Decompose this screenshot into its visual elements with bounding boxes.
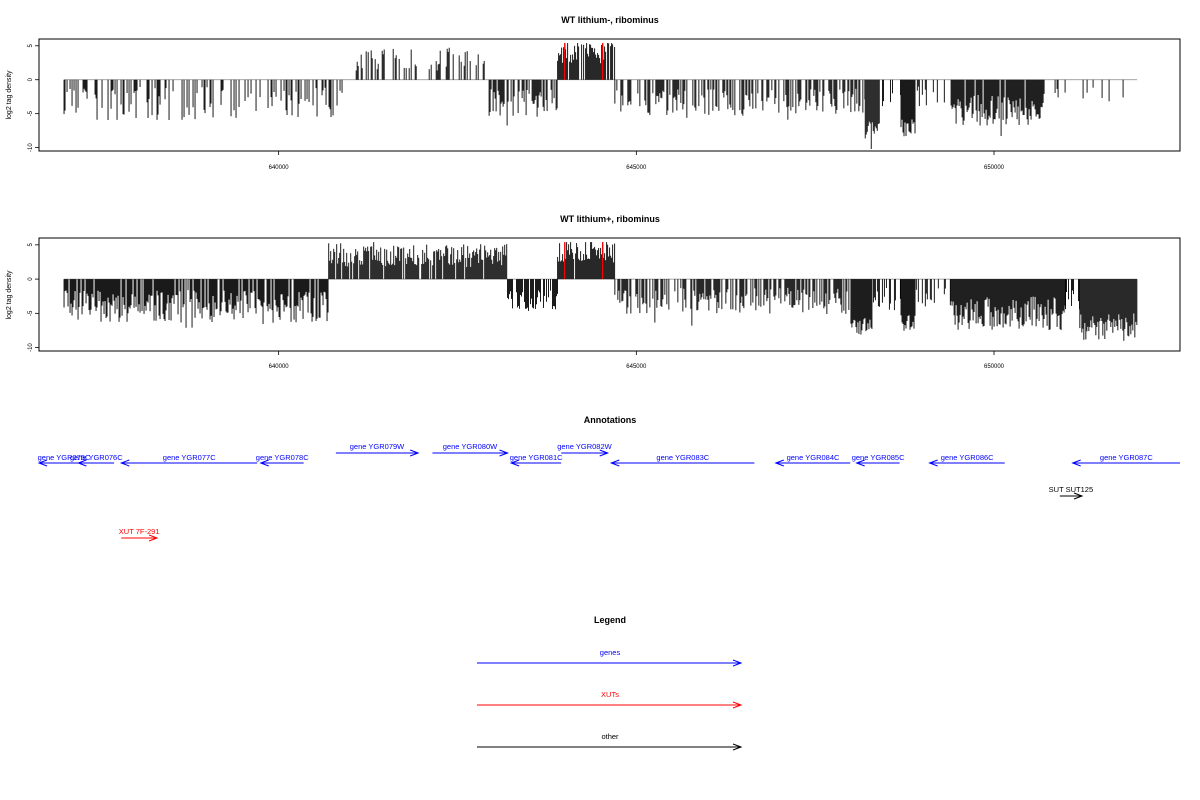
feature-arrowhead: [509, 459, 520, 467]
x-tick-label: 650000: [984, 364, 1005, 370]
y-tick-label: 5: [28, 243, 34, 247]
y-axis-label: log2 tag density: [6, 270, 13, 320]
feature-arrowhead: [1071, 459, 1081, 467]
feature-label: gene YGR081C: [510, 453, 563, 462]
feature-label: XUT 7F-291: [119, 527, 160, 536]
feature-label: gene YGR082W: [557, 442, 612, 451]
y-tick-label: -5: [28, 110, 34, 116]
legend-title: Legend: [594, 615, 626, 625]
feature-label: gene YGR077C: [163, 453, 216, 462]
feature-label: gene YGR076C: [70, 453, 123, 462]
feature-label: gene YGR086C: [941, 453, 994, 462]
feature-arrowhead: [148, 534, 159, 542]
plot-frame: [38, 38, 1181, 152]
legend-label-xuts: XUTs: [601, 690, 619, 699]
x-tick-label: 640000: [269, 364, 290, 370]
y-tick-label: 0: [28, 77, 34, 81]
annotations-title: Annotations: [584, 415, 637, 425]
feature-label: SUT SUT125: [1049, 485, 1093, 494]
legend-label-genes: genes: [600, 648, 621, 657]
feature-arrowhead: [76, 459, 87, 467]
panel-title: WT lithium-, ribominus: [561, 15, 659, 25]
feature-arrowhead: [855, 459, 865, 467]
y-tick-label: 0: [28, 277, 34, 281]
feature-label: gene YGR083C: [656, 453, 709, 462]
legend-arrowhead-other: [732, 743, 743, 751]
legend-label-other: other: [601, 732, 619, 741]
plot-frame: [38, 237, 1181, 352]
y-tick-label: -5: [28, 310, 34, 316]
track-panel-lithium-minus: WT lithium-, ribominus log2 tag density …: [6, 15, 1181, 171]
feature-label: gene YGR079W: [350, 442, 405, 451]
feature-arrowhead: [599, 449, 610, 457]
y-axis-label: log2 tag density: [6, 70, 13, 120]
legend-arrowhead-genes: [732, 659, 743, 667]
feature-arrowhead: [37, 459, 48, 467]
x-tick-label: 650000: [984, 165, 1005, 171]
feature-arrowhead: [928, 459, 938, 467]
track-panel-lithium-plus: WT lithium+, ribominus log2 tag density …: [6, 214, 1181, 370]
feature-label: gene YGR085C: [852, 453, 905, 462]
x-tick-label: 645000: [626, 364, 647, 370]
panel-title: WT lithium+, ribominus: [560, 214, 660, 224]
feature-arrowhead: [609, 459, 620, 467]
legend: Legend genes XUTs other: [477, 615, 743, 751]
feature-label: gene YGR080W: [443, 442, 498, 451]
feature-arrowhead: [499, 449, 509, 457]
feature-label: gene YGR075C: [38, 453, 91, 462]
y-tick-label: 5: [28, 43, 34, 47]
x-tick-label: 645000: [626, 165, 647, 171]
feature-arrowhead: [774, 459, 784, 467]
y-tick-label: -10: [28, 343, 34, 352]
feature-label: gene YGR084C: [787, 453, 840, 462]
feature-label: gene YGR078C: [256, 453, 309, 462]
feature-arrowhead: [259, 459, 269, 467]
feature-arrowhead: [1073, 492, 1084, 500]
feature-arrowhead: [119, 459, 130, 467]
x-tick-label: 640000: [269, 165, 290, 171]
y-tick-label: -10: [28, 143, 34, 152]
feature-label: gene YGR087C: [1100, 453, 1153, 462]
feature-arrowhead: [409, 449, 420, 457]
legend-arrowhead-xuts: [732, 701, 743, 709]
